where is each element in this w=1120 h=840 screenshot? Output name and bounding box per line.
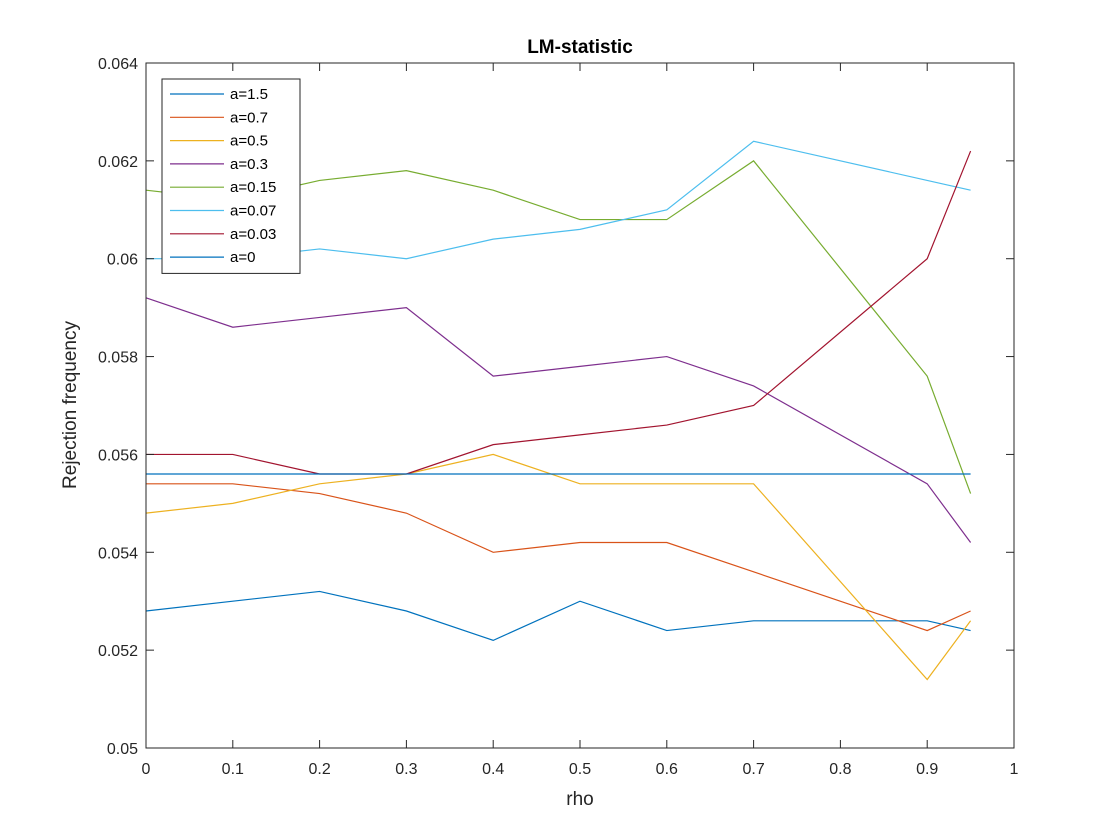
legend-entry-label: a=0.03 xyxy=(230,226,276,243)
series-line-6 xyxy=(146,150,972,475)
y-axis-label: Rejection frequency xyxy=(60,321,81,489)
y-tick-label: 0.062 xyxy=(98,154,138,171)
y-tick-label: 0.064 xyxy=(98,56,138,73)
legend-entry-label: a=0.5 xyxy=(230,133,268,150)
x-tick-label: 0.1 xyxy=(222,761,244,778)
y-tick-label: 0.06 xyxy=(107,252,138,269)
x-tick-label: 1 xyxy=(1010,761,1019,778)
x-tick-label: 0.3 xyxy=(395,761,417,778)
x-tick-label: 0.6 xyxy=(656,761,678,778)
y-tick-label: 0.054 xyxy=(98,545,138,562)
x-axis-label: rho xyxy=(566,789,593,810)
y-tick-label: 0.052 xyxy=(98,643,138,660)
series-line-3 xyxy=(145,297,972,543)
y-tick-label: 0.056 xyxy=(98,447,138,464)
chart-title: LM-statistic xyxy=(527,37,633,58)
series-line-2 xyxy=(145,453,972,681)
x-tick-label: 0.2 xyxy=(308,761,330,778)
legend-entry-label: a=0 xyxy=(230,249,255,266)
series-layer xyxy=(145,140,972,681)
legend-entry-label: a=0.07 xyxy=(230,203,276,220)
legend-entry-label: a=1.5 xyxy=(230,86,268,103)
x-tick-label: 0 xyxy=(142,761,151,778)
x-tick-label: 0.8 xyxy=(829,761,851,778)
series-line-1 xyxy=(146,483,971,632)
axes-layer: 0 0.1 0.2 0.3 0.4 0.5 0.6 0.7 0.8 0.9 1 0.05 0.052 0.… xyxy=(98,56,1019,778)
y-tick-label: 0.05 xyxy=(107,741,138,758)
legend-box xyxy=(161,78,301,274)
legend-entry-label: a=0.15 xyxy=(230,179,276,196)
legend-entry-label: a=0.7 xyxy=(230,109,268,126)
legend: a=1.5 a=0.7 a=0.5 a=0.3 a=0.15 a=0.07 a=0.03 a=… xyxy=(161,78,301,274)
x-tick-label: 0.9 xyxy=(916,761,938,778)
series-line-0 xyxy=(145,590,971,642)
legend-entry-label: a=0.3 xyxy=(230,156,268,173)
x-tick-label: 0.7 xyxy=(742,761,764,778)
y-tick-label: 0.058 xyxy=(98,350,138,367)
x-tick-label: 0.5 xyxy=(569,761,591,778)
x-tick-label: 0.4 xyxy=(482,761,504,778)
